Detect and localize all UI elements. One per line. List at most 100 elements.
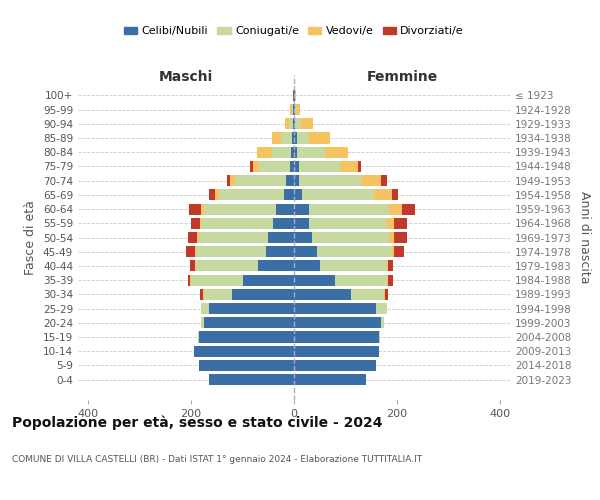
Text: Maschi: Maschi [159, 70, 213, 84]
Bar [196, 260, 294, 272]
Bar [202, 303, 294, 314]
Bar [259, 161, 294, 172]
Bar [294, 374, 366, 385]
Bar [190, 260, 294, 272]
Bar [294, 204, 415, 214]
Bar [294, 289, 385, 300]
Bar [294, 204, 310, 214]
Bar [200, 289, 294, 300]
Bar [294, 132, 330, 143]
Text: Femmine: Femmine [367, 70, 437, 84]
Bar [293, 118, 294, 130]
Bar [294, 118, 301, 130]
Legend: Celibi/Nubili, Coniugati/e, Vedovi/e, Divorziati/e: Celibi/Nubili, Coniugati/e, Vedovi/e, Di… [119, 22, 469, 41]
Bar [293, 90, 294, 101]
Bar [209, 303, 294, 314]
Bar [202, 204, 294, 214]
Bar [294, 190, 392, 200]
Bar [294, 204, 402, 214]
Bar [294, 132, 296, 143]
Bar [204, 318, 294, 328]
Bar [199, 360, 294, 371]
Bar [294, 260, 393, 272]
Bar [294, 190, 302, 200]
Bar [258, 260, 294, 272]
Bar [290, 104, 294, 115]
Bar [232, 289, 294, 300]
Bar [294, 360, 376, 371]
Bar [284, 190, 294, 200]
Bar [294, 260, 386, 272]
Bar [188, 232, 294, 243]
Bar [196, 246, 294, 258]
Bar [294, 274, 386, 285]
Bar [294, 146, 296, 158]
Bar [294, 289, 388, 300]
Bar [294, 90, 296, 101]
Bar [272, 146, 294, 158]
Bar [209, 374, 294, 385]
Bar [199, 360, 294, 371]
Bar [294, 318, 382, 328]
Bar [220, 190, 294, 200]
Bar [294, 104, 299, 115]
Bar [294, 218, 310, 229]
Bar [294, 332, 379, 342]
Bar [266, 246, 294, 258]
Bar [294, 104, 299, 115]
Bar [294, 232, 389, 243]
Bar [294, 289, 350, 300]
Bar [294, 274, 388, 285]
Bar [199, 332, 294, 342]
Bar [285, 118, 294, 130]
Bar [257, 146, 294, 158]
Bar [294, 204, 389, 214]
Bar [194, 346, 294, 357]
Bar [294, 232, 407, 243]
Bar [294, 346, 379, 357]
Bar [188, 204, 294, 214]
Bar [191, 274, 294, 285]
Bar [198, 332, 294, 342]
Bar [199, 360, 294, 371]
Bar [294, 303, 376, 314]
Bar [294, 146, 325, 158]
Bar [294, 303, 386, 314]
Bar [209, 374, 294, 385]
Bar [294, 318, 384, 328]
Bar [202, 318, 294, 328]
Bar [203, 289, 294, 300]
Bar [294, 374, 366, 385]
Bar [290, 104, 294, 115]
Bar [294, 360, 376, 371]
Bar [209, 190, 294, 200]
Y-axis label: Anni di nascita: Anni di nascita [578, 191, 591, 284]
Bar [294, 246, 392, 258]
Bar [195, 246, 294, 258]
Bar [294, 289, 384, 300]
Bar [294, 332, 380, 342]
Bar [198, 332, 294, 342]
Bar [209, 374, 294, 385]
Bar [286, 175, 294, 186]
Bar [294, 161, 361, 172]
Bar [290, 161, 294, 172]
Bar [202, 303, 294, 314]
Bar [294, 218, 407, 229]
Bar [294, 274, 393, 285]
Bar [294, 104, 296, 115]
Bar [202, 318, 294, 328]
Bar [272, 132, 294, 143]
Bar [294, 346, 379, 357]
Bar [227, 175, 294, 186]
Bar [294, 274, 335, 285]
Text: Popolazione per età, sesso e stato civile - 2024: Popolazione per età, sesso e stato civil… [12, 415, 383, 430]
Bar [294, 246, 404, 258]
Bar [202, 303, 294, 314]
Bar [190, 274, 294, 285]
Bar [204, 204, 294, 214]
Bar [294, 332, 380, 342]
Bar [294, 246, 317, 258]
Bar [294, 374, 366, 385]
Bar [293, 90, 294, 101]
